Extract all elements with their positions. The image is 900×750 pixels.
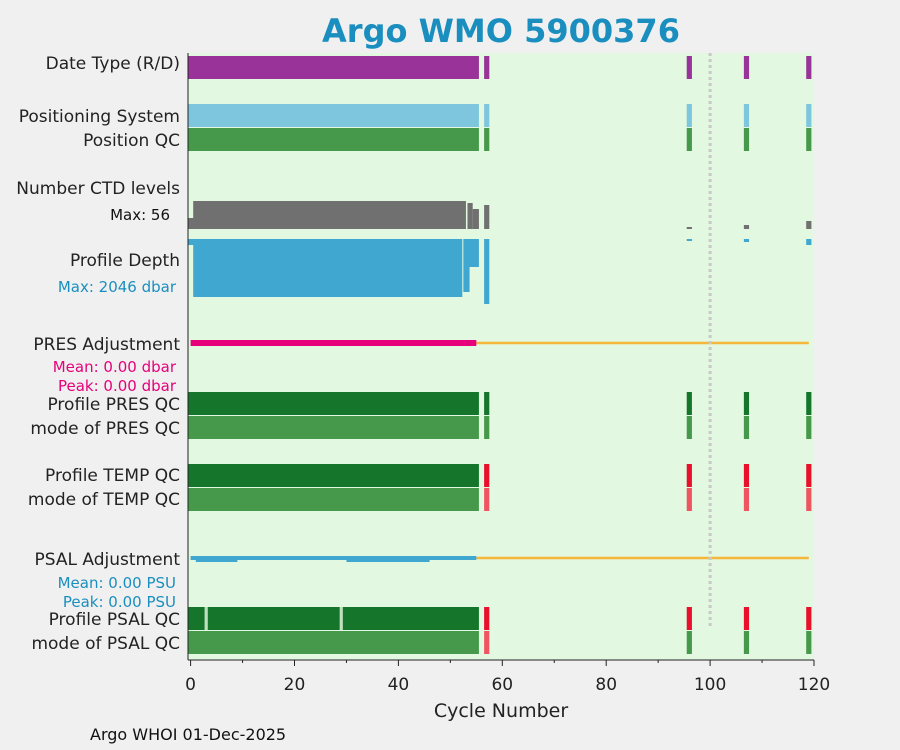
label-depth-max: Max: 2046 dbar: [58, 278, 177, 296]
profile-temp-qc-bar-cycle-96: [686, 464, 692, 487]
mode-pres-qc-bar-cycle-96: [686, 416, 692, 439]
label-profile-psal-qc: Profile PSAL QC: [49, 610, 180, 630]
label-profile-depth: Profile Depth: [70, 251, 180, 271]
depth-bar-119: [806, 239, 812, 245]
profile-temp-qc-bar-main: [188, 464, 479, 487]
ctd-level-bar-54: [467, 203, 473, 229]
profile-pres-qc-bar-cycle-57: [484, 392, 490, 415]
profile-psal-qc-bar-cycle-57: [484, 607, 490, 630]
x-tick-label-40: 40: [388, 675, 410, 695]
label-date-type: Date Type (R/D): [46, 54, 180, 74]
label-position-qc: Position QC: [83, 131, 180, 151]
position-qc-bar-cycle-57: [484, 128, 490, 151]
psal-adjust-dip-2: [346, 556, 430, 562]
psal-qc-light-cycle-3: [204, 607, 208, 630]
mode-temp-qc-bar-cycle-107: [743, 488, 750, 511]
x-tick-label-0: 0: [185, 675, 196, 695]
x-tick-label-120: 120: [798, 675, 830, 695]
mode-pres-qc-bar-main: [188, 416, 479, 439]
depth-bar-57: [484, 239, 490, 304]
mode-temp-qc-bar-cycle-119: [806, 488, 812, 511]
position-qc-bar-cycle-96: [686, 128, 692, 151]
mode-psal-qc-bar-cycle-119: [806, 631, 812, 654]
positioning-bar-cycle-107: [743, 104, 750, 127]
mode-psal-qc-bar-cycle-96: [686, 631, 692, 654]
label-psal-mean: Mean: 0.00 PSU: [58, 574, 176, 592]
label-pres-mean: Mean: 0.00 dbar: [53, 358, 177, 376]
position-qc-bar-cycle-119: [806, 128, 812, 151]
mode-temp-qc-bar-cycle-57: [484, 488, 490, 511]
depth-bar-107: [743, 239, 750, 242]
profile-psal-qc-bar-cycle-107: [743, 607, 750, 630]
depth-bar-96: [686, 239, 692, 241]
profile-pres-qc-bar-main: [188, 392, 479, 415]
mode-temp-qc-bar-main: [188, 488, 479, 511]
x-tick-label-100: 100: [694, 675, 726, 695]
depth-bar-0: [188, 239, 195, 245]
profile-temp-qc-bar-cycle-107: [743, 464, 750, 487]
profile-pres-qc-bar-cycle-96: [686, 392, 692, 415]
positioning-bar-cycle-119: [806, 104, 812, 127]
profile-pres-qc-bar-cycle-107: [743, 392, 750, 415]
date-type-bar-cycle-57: [484, 56, 490, 79]
ctd-level-bar-55: [472, 209, 479, 229]
label-profile-temp-qc: Profile TEMP QC: [45, 466, 180, 486]
ctd-level-bar-119: [806, 221, 812, 229]
label-profile-pres-qc: Profile PRES QC: [47, 395, 180, 415]
position-qc-bar-main: [188, 128, 479, 151]
ctd-level-bar-107: [743, 225, 750, 229]
date-type-bar-cycle-96: [686, 56, 692, 79]
chart-title: Argo WMO 5900376: [322, 12, 680, 50]
psal-adjust-line: [190, 556, 477, 560]
label-pres-peak: Peak: 0.00 dbar: [58, 377, 177, 395]
label-psal-peak: Peak: 0.00 PSU: [63, 593, 176, 611]
mode-psal-qc-bar-cycle-57: [484, 631, 490, 654]
ctd-level-bar-96: [686, 227, 692, 229]
x-tick-label-60: 60: [491, 675, 513, 695]
profile-psal-qc-bar-cycle-96: [686, 607, 692, 630]
label-psal-adjustment: PSAL Adjustment: [35, 550, 181, 570]
profile-pres-qc-bar-cycle-119: [806, 392, 812, 415]
ctd-level-bar-main: [193, 201, 466, 229]
label-mode-psal-qc: mode of PSAL QC: [31, 634, 180, 654]
date-type-bar-main: [188, 56, 479, 79]
mode-pres-qc-bar-cycle-57: [484, 416, 490, 439]
profile-temp-qc-bar-cycle-57: [484, 464, 490, 487]
profile-psal-qc-bar-cycle-119: [806, 607, 812, 630]
mode-temp-qc-bar-cycle-96: [686, 488, 692, 511]
pres-adjust-line: [190, 340, 477, 346]
psal-qc-light-cycle-29: [339, 607, 343, 630]
ctd-level-bar-0: [188, 218, 195, 229]
mode-psal-qc-bar-cycle-107: [743, 631, 750, 654]
positioning-bar-cycle-96: [686, 104, 692, 127]
label-pres-adjustment: PRES Adjustment: [33, 335, 180, 355]
mode-pres-qc-bar-cycle-107: [743, 416, 750, 439]
positioning-bar-cycle-57: [484, 104, 490, 127]
date-type-bar-cycle-107: [743, 56, 750, 79]
depth-bar-main: [193, 239, 463, 297]
depth-bar-53: [463, 239, 470, 292]
x-axis-label: Cycle Number: [434, 700, 568, 722]
date-type-bar-cycle-119: [806, 56, 812, 79]
x-tick-label-80: 80: [595, 675, 617, 695]
label-number-ctd-levels: Number CTD levels: [16, 179, 180, 199]
positioning-bar-main: [188, 104, 479, 127]
profile-temp-qc-bar-cycle-119: [806, 464, 812, 487]
mode-pres-qc-bar-cycle-119: [806, 416, 812, 439]
ctd-level-bar-57: [484, 205, 490, 229]
label-positioning-system: Positioning System: [19, 107, 180, 127]
x-tick-label-20: 20: [284, 675, 306, 695]
label-ctd-max: Max: 56: [110, 206, 170, 224]
label-mode-temp-qc: mode of TEMP QC: [28, 490, 180, 510]
mode-psal-qc-bar-main: [188, 631, 479, 654]
profile-psal-qc-bar-main: [188, 607, 479, 630]
position-qc-bar-cycle-107: [743, 128, 750, 151]
depth-bar-55: [468, 239, 479, 267]
label-mode-pres-qc: mode of PRES QC: [30, 419, 180, 439]
psal-adjust-dip-1: [195, 556, 238, 562]
footer-credit: Argo WHOI 01-Dec-2025: [90, 725, 287, 744]
